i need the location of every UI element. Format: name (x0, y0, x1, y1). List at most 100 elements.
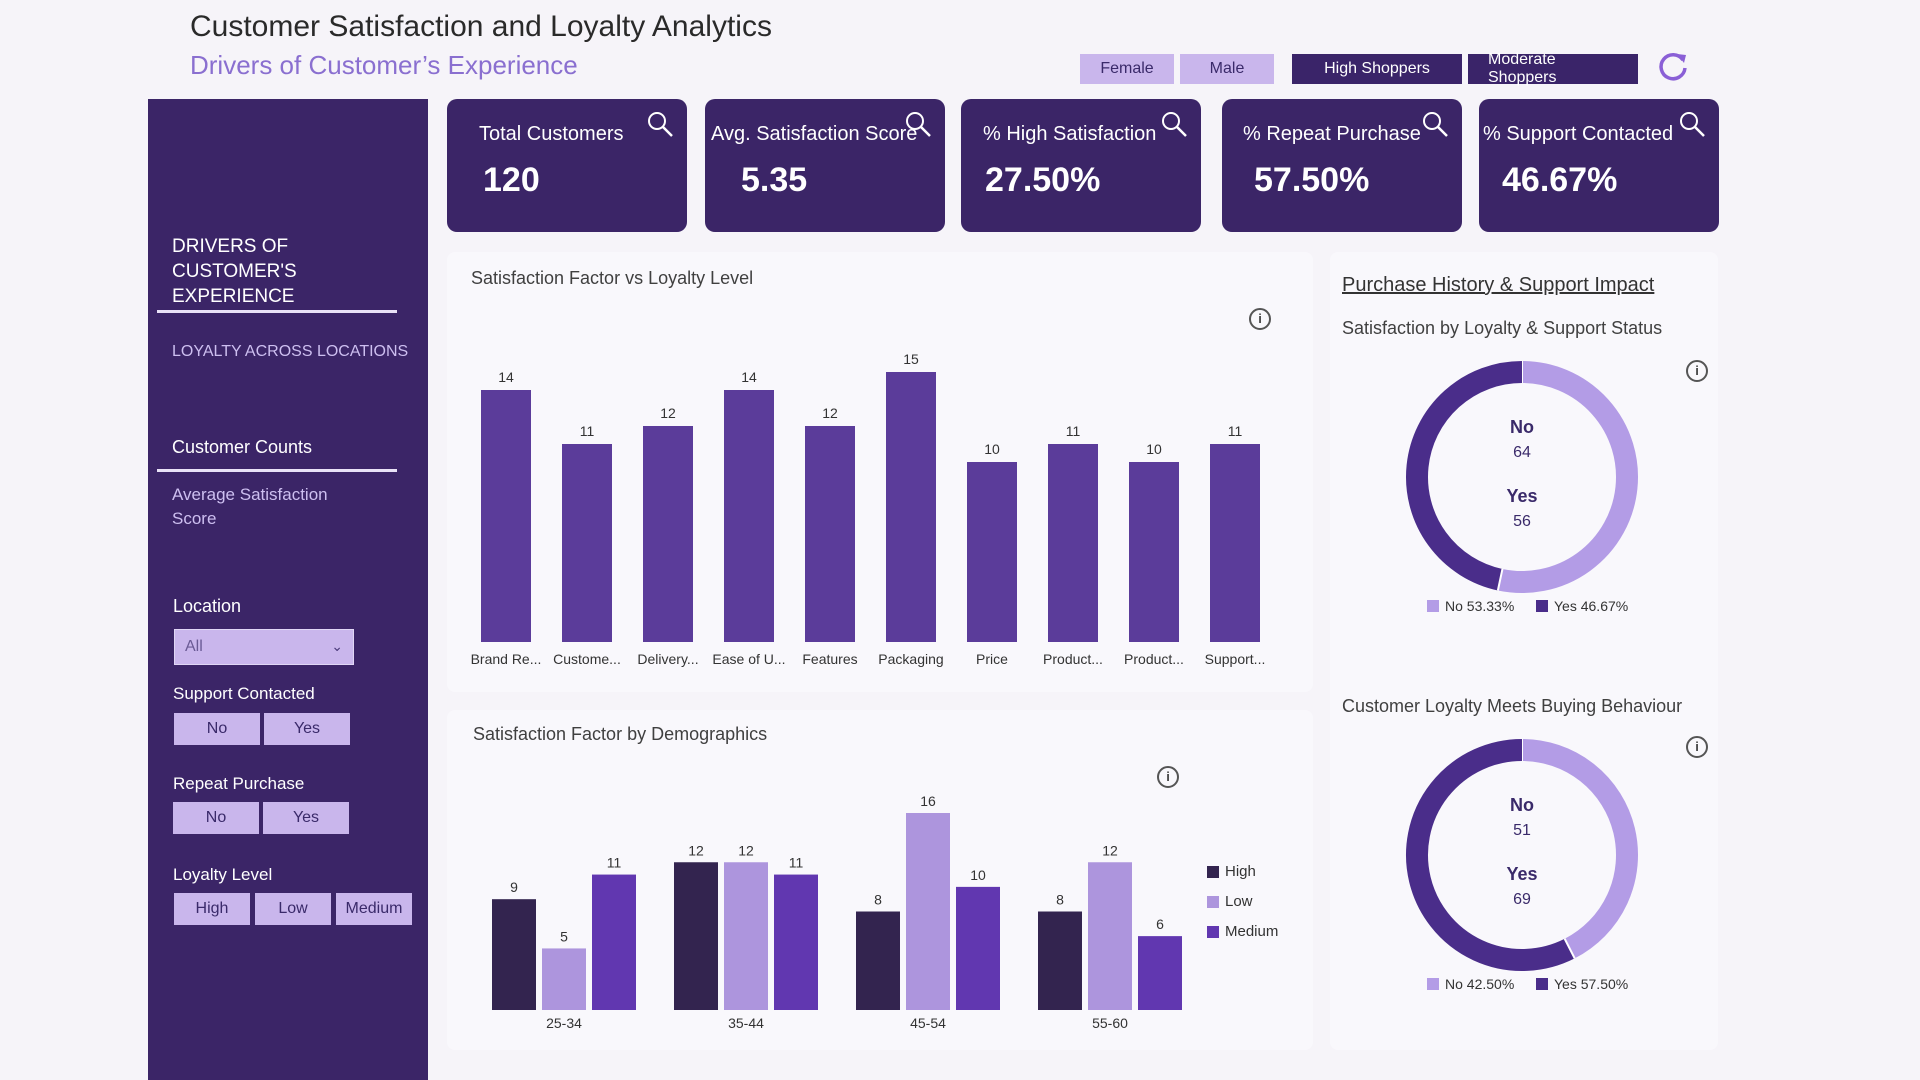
demographics-panel: Satisfaction Factor by Demographics i 9 5… (447, 710, 1313, 1050)
x-tick-label: Features (802, 651, 857, 667)
location-value: All (185, 638, 203, 655)
donut-no-value: 64 (1513, 444, 1531, 461)
location-dropdown[interactable]: All ⌄ (174, 629, 354, 665)
loyalty-medium-toggle[interactable]: Medium (336, 893, 412, 925)
panel-title[interactable]: Purchase History & Support Impact (1342, 274, 1655, 296)
nav-loyalty-across-locations[interactable]: LOYALTY ACROSS LOCATIONS (172, 343, 409, 360)
satisfaction-loyalty-chart: 14 Brand Re... 11 Custome... 12 Delivery... 14… (471, 351, 1266, 667)
satisfaction-loyalty-panel: Satisfaction Factor vs Loyalty Level i 1… (447, 252, 1313, 692)
bar (542, 948, 586, 1010)
nav-customer-counts[interactable]: Customer Counts (172, 437, 313, 457)
legend-label: Low (1225, 893, 1253, 910)
support-no-toggle[interactable]: No (174, 713, 260, 745)
x-tick-label: Product... (1124, 651, 1184, 667)
donut-slice (1497, 361, 1638, 593)
filter-male-button[interactable]: Male (1180, 54, 1274, 84)
donut-yes-value: 56 (1513, 513, 1531, 530)
kpi-avg-satisfaction: Avg. Satisfaction Score 5.35 (705, 99, 945, 232)
refresh-icon[interactable] (1655, 48, 1691, 84)
data-label: 11 (607, 855, 622, 871)
bar (774, 874, 818, 1010)
search-icon[interactable] (1677, 109, 1707, 139)
donut-yes-value: 69 (1513, 891, 1531, 908)
loyalty-high-toggle[interactable]: High (174, 893, 250, 925)
x-tick-label: Brand Re... (471, 651, 542, 667)
x-tick-label: Price (976, 651, 1008, 667)
bar (1038, 911, 1082, 1010)
data-label: 11 (789, 855, 804, 871)
data-label: 5 (560, 928, 568, 944)
repeat-yes-toggle[interactable]: Yes (263, 802, 349, 834)
legend-label: Yes 57.50% (1554, 976, 1629, 992)
data-label: 14 (498, 369, 514, 385)
bar (1129, 462, 1179, 642)
x-tick-label: Support... (1205, 651, 1266, 667)
donut-no-value: 51 (1513, 822, 1531, 839)
data-label: 10 (984, 441, 1000, 457)
legend-swatch (1207, 925, 1219, 938)
x-tick-label: Custome... (553, 651, 621, 667)
donut-yes-label: Yes (1506, 864, 1538, 884)
donut-no-label: No (1510, 795, 1534, 815)
kpi-repeat-purchase: % Repeat Purchase 57.50% (1222, 99, 1462, 232)
support-yes-toggle[interactable]: Yes (264, 713, 350, 745)
filter-female-button[interactable]: Female (1080, 54, 1174, 84)
info-icon[interactable]: i (1157, 766, 1179, 788)
bar (674, 862, 718, 1010)
legend-swatch (1207, 865, 1219, 878)
data-label: 14 (741, 369, 757, 385)
bar (481, 390, 531, 642)
legend-label: No 53.33% (1445, 598, 1515, 614)
data-label: 11 (580, 423, 595, 439)
legend-yes: Yes 46.67% (1536, 598, 1628, 614)
chart-title: Satisfaction Factor vs Loyalty Level (471, 268, 754, 288)
sidebar-divider (157, 310, 397, 313)
search-icon[interactable] (645, 109, 675, 139)
legend-swatch (1207, 895, 1219, 908)
donut-no-label: No (1510, 417, 1534, 437)
bar (492, 899, 536, 1010)
chart-title: Satisfaction by Loyalty & Support Status (1342, 318, 1663, 338)
loyalty-low-toggle[interactable]: Low (255, 893, 331, 925)
donut-slice (1521, 739, 1638, 959)
slice-separator (1496, 568, 1504, 591)
data-label: 12 (660, 405, 676, 421)
x-tick-label: Packaging (878, 651, 943, 667)
bar (1088, 862, 1132, 1010)
filter-moderate-shoppers-button[interactable]: Moderate Shoppers (1468, 51, 1638, 86)
data-label: 11 (1228, 423, 1243, 439)
kpi-label: Avg. Satisfaction Score (711, 123, 918, 145)
search-icon[interactable] (903, 109, 933, 139)
x-tick-label: 55-60 (1092, 1015, 1128, 1031)
sidebar-active-underline (157, 469, 397, 472)
info-icon[interactable]: i (1249, 308, 1271, 330)
legend-no: No 42.50% (1427, 976, 1514, 992)
search-icon[interactable] (1159, 109, 1189, 139)
buying-behaviour-donut (1406, 739, 1638, 971)
data-label: 12 (738, 842, 754, 858)
bar (1210, 444, 1260, 642)
bar (724, 862, 768, 1010)
bar (562, 444, 612, 642)
info-icon[interactable]: i (1686, 360, 1708, 382)
support-contacted-label: Support Contacted (173, 684, 315, 703)
repeat-no-toggle[interactable]: No (173, 802, 259, 834)
shopper-filters: Female Male High Shoppers Moderate Shopp… (1080, 51, 1638, 86)
data-label: 6 (1156, 916, 1164, 932)
page-subtitle: Drivers of Customer’s Experience (190, 50, 578, 80)
data-label: 10 (970, 867, 986, 883)
sidebar-heading: DRIVERS OF CUSTOMER'S EXPERIENCE (172, 236, 297, 307)
bar (906, 813, 950, 1010)
support-status-donut (1406, 361, 1638, 593)
sidebar: DRIVERS OF CUSTOMER'S EXPERIENCE LOYALTY… (148, 99, 428, 1080)
kpi-total-customers: Total Customers 120 (447, 99, 687, 232)
data-label: 8 (874, 892, 882, 908)
info-icon[interactable]: i (1686, 736, 1708, 758)
legend-high: High (1207, 863, 1256, 880)
search-icon[interactable] (1420, 109, 1450, 139)
filter-high-shoppers-button[interactable]: High Shoppers (1292, 54, 1462, 84)
bar (805, 426, 855, 642)
legend-swatch (1427, 600, 1439, 612)
legend-swatch (1427, 978, 1439, 990)
nav-average-satisfaction[interactable]: Average Satisfaction Score (172, 485, 328, 528)
